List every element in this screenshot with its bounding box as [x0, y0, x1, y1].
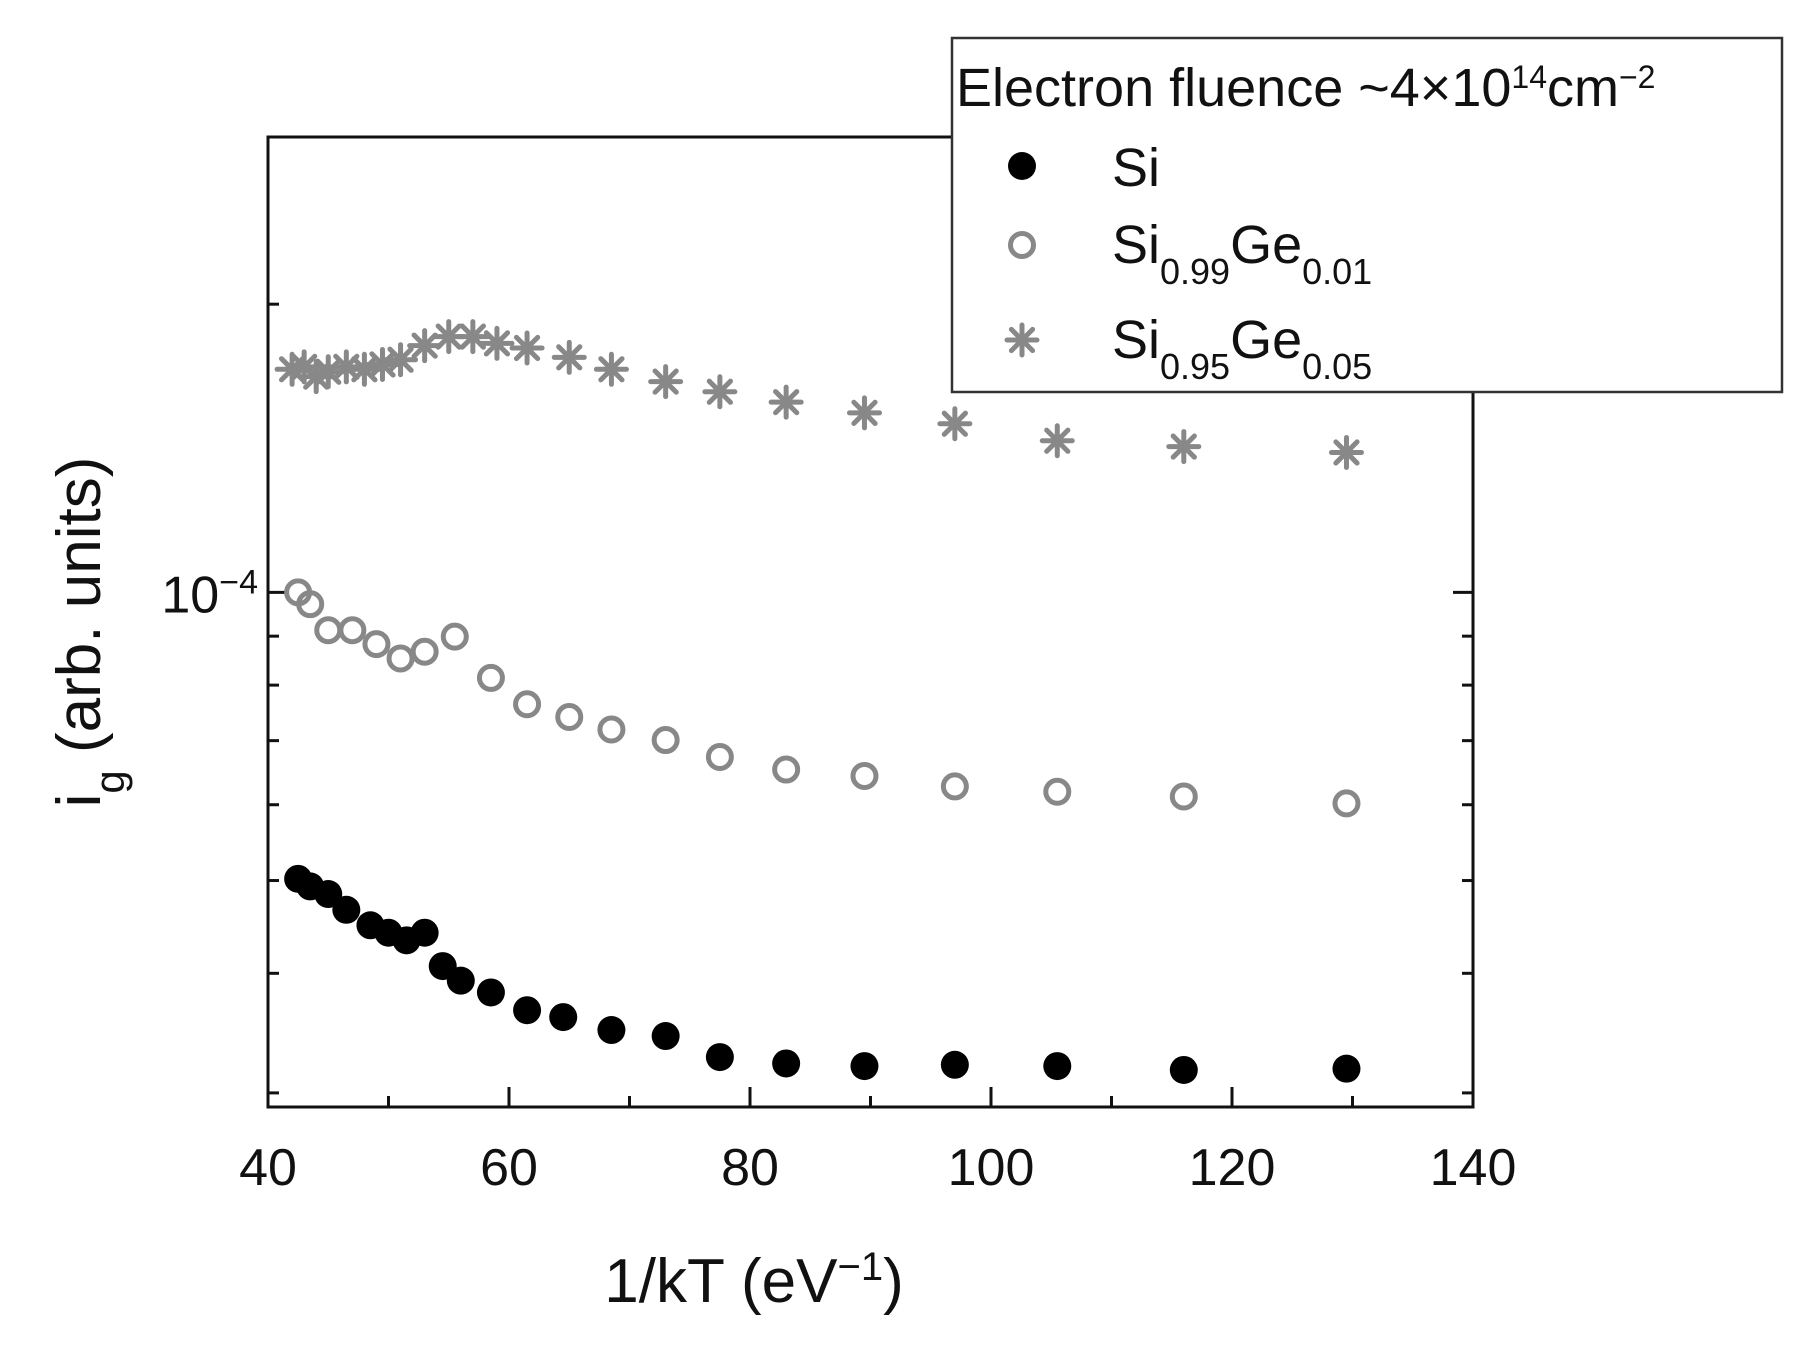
data-point	[651, 1022, 680, 1051]
data-point	[940, 772, 969, 801]
data-point	[768, 384, 804, 420]
data-point	[702, 374, 738, 410]
legend-label-si099ge001: Si0.99Ge0.01	[1112, 215, 1372, 292]
data-point	[551, 339, 587, 375]
data-point	[593, 351, 629, 387]
x-tick-label: 100	[948, 1139, 1035, 1197]
legend: Electron fluence ~4×1014cm−2 Si Si0.99Ge…	[950, 36, 1784, 394]
data-point	[431, 319, 467, 355]
x-axis-label-close: )	[883, 1247, 904, 1316]
data-point	[846, 395, 882, 431]
data-point	[705, 742, 734, 771]
x-tick-label: 80	[721, 1139, 779, 1197]
data-point	[338, 616, 367, 645]
data-point	[850, 1052, 879, 1081]
data-point	[1166, 429, 1202, 465]
y-axis-label-sub: g	[86, 770, 133, 793]
x-tick-labels: 40 60 80 100 120 140	[239, 1139, 1516, 1197]
legend-title: Electron fluence ~4×1014cm−2	[956, 58, 1655, 118]
legend-label-part: Si	[1112, 310, 1160, 370]
data-point	[455, 319, 491, 355]
data-point	[1332, 789, 1361, 818]
y-axis-label-main: i	[45, 794, 114, 808]
data-point	[1332, 1054, 1361, 1083]
data-point	[440, 622, 469, 651]
x-axis-label-exponent: −1	[837, 1245, 883, 1289]
data-point	[651, 726, 680, 755]
data-point	[597, 1016, 626, 1045]
legend-label-si-base: Si	[1112, 138, 1160, 198]
legend-label-part: Ge	[1230, 310, 1302, 370]
y-tick-exponent: −4	[219, 563, 258, 601]
data-point	[509, 330, 545, 366]
legend-label-si095ge005: Si0.95Ge0.05	[1112, 310, 1372, 387]
data-points	[274, 319, 1364, 1084]
data-point	[1169, 782, 1198, 811]
data-point	[1043, 1052, 1072, 1081]
data-point	[314, 616, 343, 645]
data-point	[648, 364, 684, 400]
data-point	[513, 690, 542, 719]
legend-label-si: Si	[1112, 138, 1160, 198]
x-axis-label-text: 1/kT (eV	[604, 1247, 838, 1316]
series-1	[284, 578, 1361, 818]
series-2	[274, 319, 1364, 470]
legend-marker	[1008, 231, 1036, 259]
data-point	[937, 406, 973, 442]
legend-marker	[1008, 152, 1036, 180]
legend-title-exponent: 14	[1511, 59, 1547, 95]
legend-box	[950, 36, 1784, 394]
x-tick-label: 140	[1430, 1139, 1517, 1197]
data-point	[772, 1049, 801, 1078]
y-tick-label: 10−4	[161, 563, 258, 624]
y-axis-label-rest: (arb. units)	[45, 457, 114, 771]
data-point	[410, 637, 439, 666]
data-point	[362, 630, 391, 659]
data-point	[597, 715, 626, 744]
data-point	[383, 342, 419, 378]
data-point	[850, 761, 879, 790]
data-point	[772, 755, 801, 784]
data-point	[940, 1050, 969, 1079]
legend-label-subscript: 0.95	[1160, 346, 1230, 387]
x-tick-label: 40	[239, 1139, 297, 1197]
data-point	[314, 880, 343, 909]
y-axis-label: ig (arb. units)	[45, 457, 133, 808]
series-0	[284, 864, 1361, 1084]
data-point	[410, 918, 439, 947]
legend-label-subscript: 0.05	[1302, 346, 1372, 387]
data-point	[386, 644, 415, 673]
data-point	[332, 895, 361, 924]
data-point	[1043, 777, 1072, 806]
data-point	[1039, 423, 1075, 459]
data-point	[407, 328, 443, 364]
legend-title-text: Electron fluence ~4×10	[956, 58, 1511, 118]
y-tick-base: 10	[161, 566, 219, 624]
data-point	[476, 663, 505, 692]
legend-label-subscript: 0.01	[1302, 251, 1372, 292]
legend-label-part: Si	[1112, 215, 1160, 275]
data-point	[705, 1043, 734, 1072]
data-point	[555, 702, 584, 731]
x-tick-label: 120	[1189, 1139, 1276, 1197]
data-point	[549, 1003, 578, 1032]
data-point	[1169, 1055, 1198, 1084]
data-point	[1328, 434, 1364, 470]
legend-title-unit-exponent: −2	[1619, 59, 1655, 95]
x-axis-label: 1/kT (eV−1)	[604, 1245, 903, 1316]
legend-title-unit: cm	[1547, 58, 1619, 118]
legend-label-subscript: 0.99	[1160, 251, 1230, 292]
data-point	[476, 978, 505, 1007]
x-tick-label: 60	[480, 1139, 538, 1197]
data-point	[446, 966, 475, 995]
data-point	[513, 996, 542, 1025]
legend-marker	[1004, 322, 1040, 358]
legend-markers	[1004, 152, 1040, 358]
data-point	[296, 590, 325, 619]
data-point	[479, 325, 515, 361]
axis-ticks	[266, 302, 1475, 1107]
legend-label-part: Ge	[1230, 215, 1302, 275]
